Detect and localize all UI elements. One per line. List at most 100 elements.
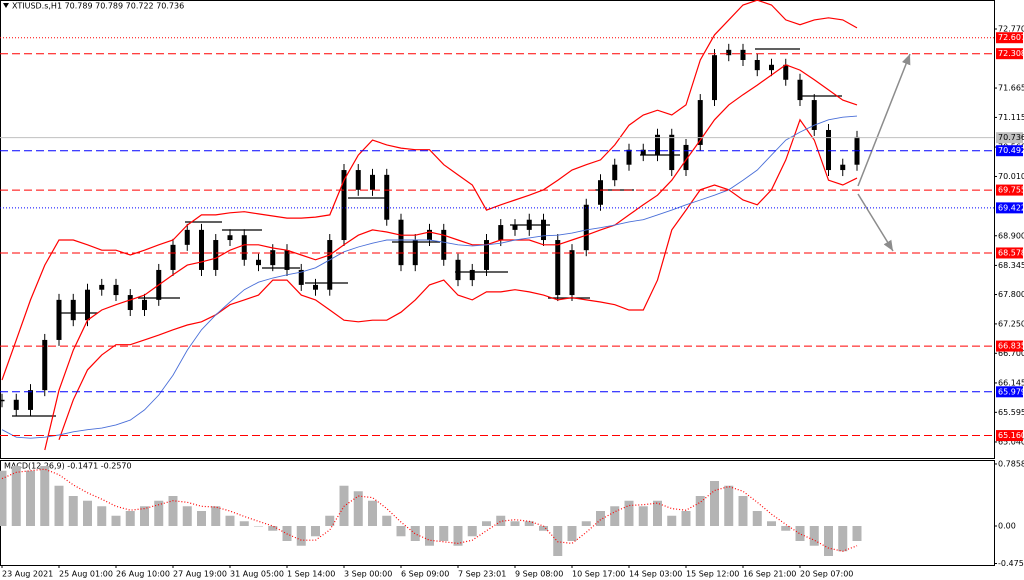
- level-label: 66.835: [998, 342, 1024, 351]
- candle: [541, 219, 546, 241]
- title-triangle: [3, 3, 9, 8]
- x-tick-label: 6 Sep 09:00: [401, 570, 449, 579]
- candle: [811, 100, 817, 130]
- macd-bar: [781, 526, 791, 531]
- candle: [256, 259, 261, 266]
- macd-bar: [510, 521, 520, 526]
- candle: [512, 225, 518, 230]
- macd-bar: [410, 526, 420, 541]
- macd-bar: [767, 521, 776, 526]
- candle: [327, 240, 333, 290]
- macd-bar: [254, 526, 263, 527]
- candle: [797, 79, 803, 101]
- macd-bar: [553, 526, 563, 556]
- y-tick-label: 71.115: [998, 113, 1024, 122]
- y-tick-label: -0.4751: [998, 559, 1024, 568]
- candle: [99, 284, 105, 290]
- candle: [555, 240, 561, 296]
- candle: [526, 219, 532, 230]
- macd-bar: [83, 500, 92, 526]
- candle: [213, 240, 219, 270]
- candle: [113, 284, 119, 296]
- level-label-bg: [996, 132, 1023, 144]
- level-label-bg: [996, 430, 1023, 442]
- y-tick-label: 68.345: [998, 261, 1024, 270]
- level-label: 69.755: [998, 186, 1024, 195]
- level-label-bg: [996, 247, 1023, 259]
- macd-bar: [809, 526, 819, 546]
- macd-bar: [268, 526, 278, 531]
- x-tick-label: 3 Sep 00:00: [344, 570, 392, 579]
- level-label-bg: [996, 340, 1023, 352]
- level-label-bg: [996, 48, 1023, 60]
- candle: [612, 164, 618, 181]
- macd-bar: [225, 515, 235, 526]
- macd-bar: [653, 500, 662, 526]
- macd-title: MACD(12,26,9) -0.1471 -0.2570: [4, 462, 132, 471]
- macd-bar: [311, 526, 320, 537]
- candle: [184, 229, 190, 245]
- x-tick-label: 20 Sep 07:00: [800, 570, 853, 579]
- macd-bar: [182, 506, 192, 526]
- candle: [484, 240, 489, 270]
- y-tick-label: 65.595: [998, 408, 1024, 417]
- level-label-bg: [996, 202, 1023, 214]
- x-tick-label: 14 Sep 03:00: [629, 570, 682, 579]
- candle: [683, 144, 689, 171]
- macd-bar: [168, 496, 178, 526]
- macd-bar: [40, 466, 50, 526]
- candle: [85, 289, 90, 321]
- candle: [583, 204, 589, 251]
- level-label: 65.979: [998, 387, 1024, 396]
- candle: [498, 225, 504, 241]
- candle: [355, 170, 361, 190]
- indicator-line: [44, 64, 858, 451]
- level-label: 72.607: [998, 33, 1024, 42]
- candle: [270, 250, 276, 266]
- candle: [142, 299, 147, 311]
- macd-bar: [11, 466, 21, 526]
- macd-bar: [738, 496, 748, 526]
- macd-bar: [353, 491, 363, 526]
- x-tick-label: 10 Sep 17:00: [572, 570, 625, 579]
- level-label-bg: [996, 184, 1023, 196]
- level-label: 69.422: [998, 203, 1024, 212]
- macd-bar: [211, 506, 221, 526]
- macd-bar: [695, 496, 705, 526]
- candle: [0, 399, 5, 402]
- y-tick-label: 67.250: [998, 319, 1024, 328]
- macd-bar: [610, 506, 620, 526]
- candle: [740, 49, 746, 60]
- candle: [241, 235, 247, 260]
- macd-bar: [710, 481, 719, 526]
- macd-bar: [97, 506, 107, 526]
- macd-bar: [567, 526, 577, 541]
- macd-bar: [482, 521, 491, 526]
- y-tick-label: 70.010: [998, 172, 1024, 181]
- macd-bar: [852, 526, 862, 541]
- macd-bar: [368, 500, 377, 526]
- candle: [298, 269, 304, 285]
- level-label-bg: [996, 32, 1023, 44]
- x-tick-label: 1 Sep 14:00: [287, 570, 335, 579]
- macd-bar: [539, 526, 548, 531]
- candle: [626, 149, 632, 165]
- candle: [754, 59, 760, 71]
- macd-bar: [140, 506, 149, 526]
- candle: [284, 250, 290, 270]
- macd-bar: [382, 515, 392, 526]
- candle: [427, 229, 432, 241]
- candle: [840, 164, 846, 171]
- x-tick-label: 15 Sep 12:00: [686, 570, 739, 579]
- macd-bar: [824, 526, 833, 556]
- candle: [455, 259, 461, 281]
- macd-bar: [125, 511, 135, 526]
- macd-bar: [54, 485, 64, 526]
- candle: [384, 174, 390, 220]
- x-tick-label: 26 Aug 10:00: [116, 570, 170, 579]
- macd-bar: [68, 496, 78, 526]
- candle: [199, 229, 204, 270]
- macd-bar: [795, 526, 805, 541]
- macd-bar: [681, 511, 691, 526]
